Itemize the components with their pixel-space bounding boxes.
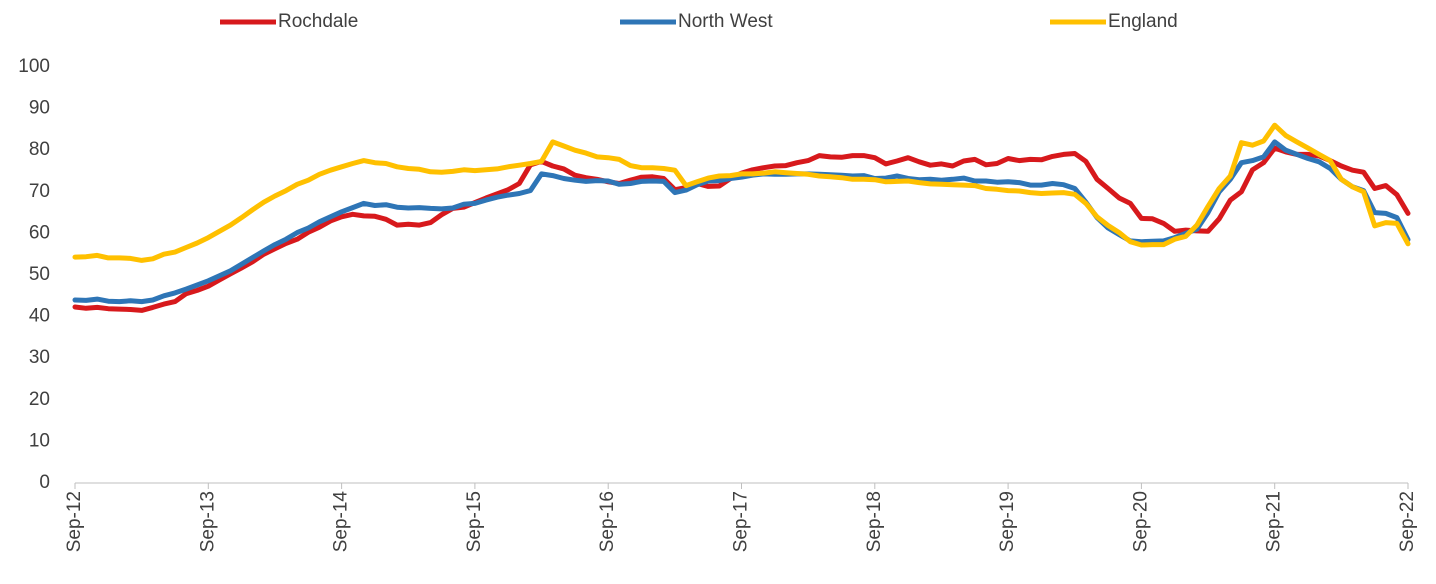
y-tick-label: 40 xyxy=(29,306,50,327)
series-line xyxy=(72,139,1411,305)
x-tick-label: Sep-17 xyxy=(731,491,752,552)
y-tick-label: 0 xyxy=(39,472,50,493)
x-tick-label: Sep-22 xyxy=(1397,491,1418,552)
x-tick-label: Sep-21 xyxy=(1264,491,1285,552)
x-tick-label: Sep-12 xyxy=(64,491,85,552)
y-tick-label: 90 xyxy=(29,98,50,119)
legend-label: North West xyxy=(678,11,773,32)
x-tick-label: Sep-15 xyxy=(464,491,485,552)
x-tick-label: Sep-19 xyxy=(997,491,1018,552)
y-tick-label: 60 xyxy=(29,222,50,243)
series-line xyxy=(72,122,1411,263)
y-tick-label: 20 xyxy=(29,389,50,410)
y-tick-label: 100 xyxy=(18,56,50,77)
legend-label: Rochdale xyxy=(278,11,358,32)
y-tick-label: 50 xyxy=(29,264,50,285)
x-tick-label: Sep-20 xyxy=(1130,491,1151,552)
x-tick-label: Sep-14 xyxy=(331,491,352,553)
x-tick-label: Sep-16 xyxy=(597,491,618,552)
y-tick-label: 30 xyxy=(29,347,50,368)
x-tick-label: Sep-13 xyxy=(197,491,218,552)
y-tick-label: 70 xyxy=(29,181,50,202)
x-tick-label: Sep-18 xyxy=(864,491,885,552)
y-tick-label: 10 xyxy=(29,430,50,451)
legend-label: England xyxy=(1108,11,1178,32)
y-tick-label: 80 xyxy=(29,139,50,160)
